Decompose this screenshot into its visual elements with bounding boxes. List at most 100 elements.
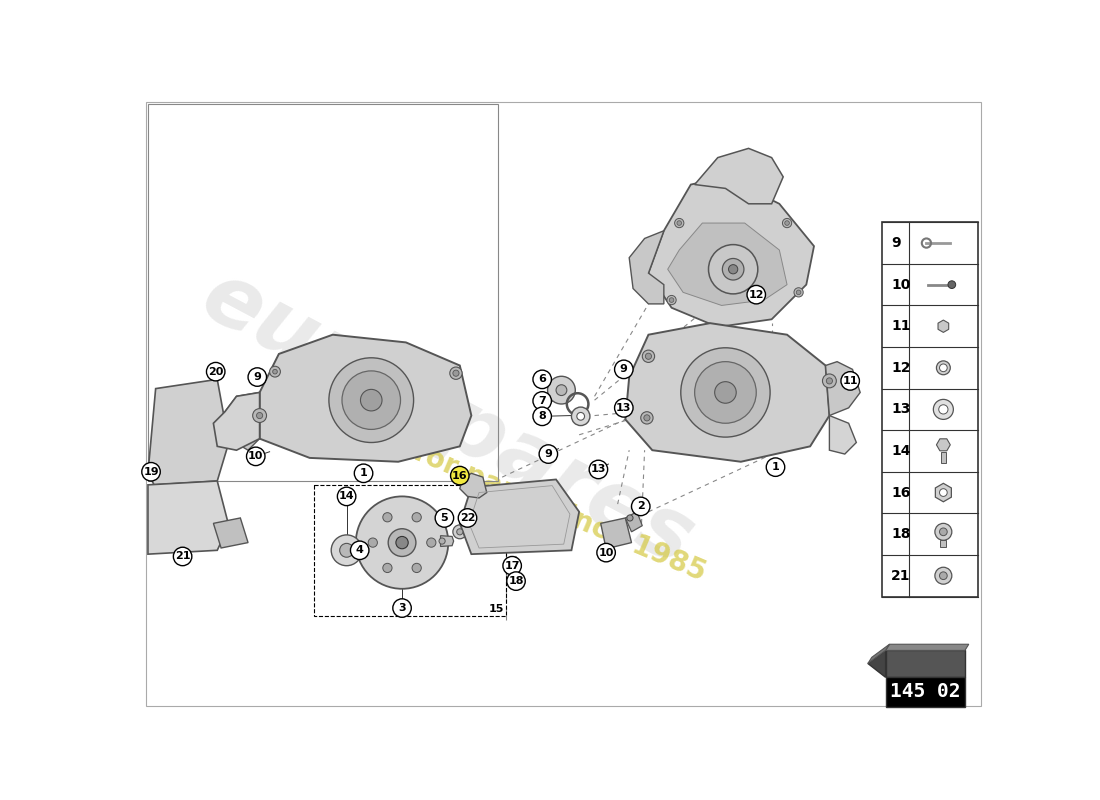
Text: 10: 10 (249, 451, 263, 462)
Circle shape (393, 599, 411, 618)
Circle shape (935, 523, 952, 540)
Circle shape (597, 543, 615, 562)
Bar (882, 222, 978, 597)
Bar (147, 104, 498, 481)
Circle shape (784, 221, 790, 226)
Circle shape (450, 367, 462, 379)
Circle shape (948, 281, 956, 289)
Text: 16: 16 (891, 486, 911, 499)
Text: 8: 8 (538, 411, 546, 422)
Text: 14: 14 (891, 444, 911, 458)
Circle shape (676, 221, 682, 226)
Text: 10: 10 (598, 548, 614, 558)
Text: 5: 5 (441, 513, 448, 523)
Circle shape (453, 525, 466, 538)
Text: 14: 14 (339, 491, 354, 502)
Circle shape (767, 458, 784, 476)
Circle shape (539, 445, 558, 463)
Circle shape (723, 258, 744, 280)
Text: 19: 19 (143, 466, 158, 477)
Circle shape (383, 513, 392, 522)
Text: 7: 7 (538, 396, 546, 406)
Circle shape (548, 376, 575, 404)
Circle shape (674, 218, 684, 228)
Circle shape (436, 509, 453, 527)
Text: 17: 17 (505, 561, 520, 570)
Polygon shape (825, 362, 860, 415)
Circle shape (572, 407, 590, 426)
Polygon shape (147, 379, 229, 485)
Polygon shape (260, 334, 472, 462)
Circle shape (590, 460, 607, 478)
Circle shape (667, 295, 676, 305)
Text: 12: 12 (748, 290, 764, 300)
Circle shape (459, 509, 476, 527)
Circle shape (396, 537, 408, 549)
Text: 9: 9 (891, 236, 901, 250)
Polygon shape (649, 177, 814, 327)
Polygon shape (625, 323, 829, 462)
Circle shape (627, 515, 634, 521)
Polygon shape (629, 230, 664, 304)
Polygon shape (886, 644, 969, 650)
Circle shape (270, 366, 280, 377)
Circle shape (747, 286, 766, 304)
Circle shape (935, 567, 952, 584)
Text: 9: 9 (253, 372, 261, 382)
Polygon shape (868, 650, 886, 678)
Circle shape (351, 541, 369, 559)
Polygon shape (460, 479, 580, 554)
Circle shape (273, 370, 277, 374)
Circle shape (823, 374, 836, 388)
Circle shape (728, 265, 738, 274)
Text: 15: 15 (490, 604, 505, 614)
Circle shape (936, 361, 950, 374)
Circle shape (451, 466, 469, 485)
Circle shape (507, 572, 526, 590)
Circle shape (246, 447, 265, 466)
Text: 16: 16 (452, 470, 468, 481)
Text: 9: 9 (544, 449, 552, 459)
Circle shape (412, 563, 421, 573)
Text: a passion for parts since 1985: a passion for parts since 1985 (264, 376, 710, 586)
Circle shape (642, 350, 654, 362)
Polygon shape (868, 644, 890, 663)
Polygon shape (460, 474, 486, 498)
Text: 1: 1 (360, 468, 367, 478)
Circle shape (681, 348, 770, 437)
Circle shape (794, 288, 803, 297)
Circle shape (342, 371, 400, 430)
Circle shape (331, 535, 362, 566)
Circle shape (142, 462, 161, 481)
Text: 11: 11 (891, 319, 911, 334)
Circle shape (644, 414, 650, 421)
Bar (886, 678, 965, 706)
Circle shape (646, 353, 651, 359)
Circle shape (329, 358, 414, 442)
Bar (940, 539, 946, 547)
Bar (942, 452, 946, 462)
Circle shape (669, 298, 674, 302)
Circle shape (615, 398, 634, 417)
Circle shape (338, 487, 356, 506)
Circle shape (207, 362, 226, 381)
Circle shape (248, 368, 266, 386)
Circle shape (939, 528, 947, 536)
Circle shape (641, 412, 653, 424)
Polygon shape (829, 415, 856, 454)
Circle shape (939, 489, 947, 496)
Polygon shape (886, 650, 965, 678)
Circle shape (695, 362, 757, 423)
Text: 13: 13 (891, 402, 911, 416)
Text: eurospares: eurospares (188, 255, 708, 584)
Text: 4: 4 (355, 546, 364, 555)
Text: 18: 18 (891, 527, 911, 541)
Circle shape (938, 405, 948, 414)
Circle shape (708, 245, 758, 294)
Circle shape (796, 290, 801, 294)
Circle shape (939, 364, 947, 372)
Circle shape (782, 218, 792, 228)
Text: 1: 1 (771, 462, 780, 472)
Polygon shape (601, 518, 631, 549)
Circle shape (715, 382, 736, 403)
